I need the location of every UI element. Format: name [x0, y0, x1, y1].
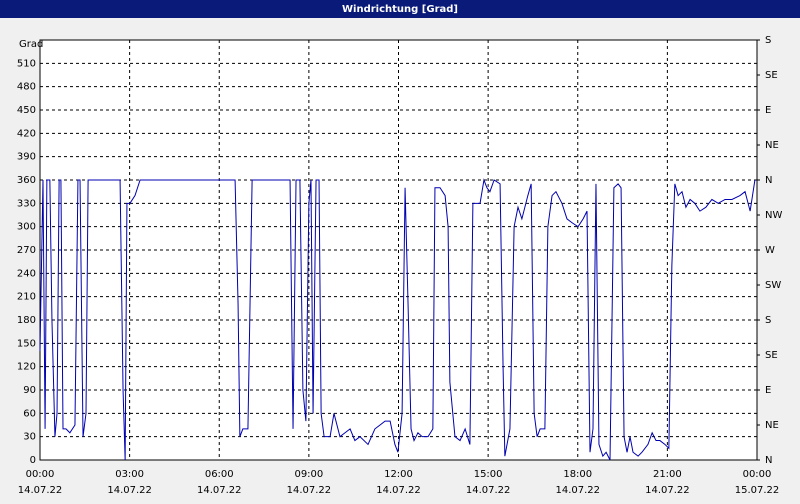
y-tick-label: 240	[17, 268, 36, 279]
y-tick-label: 390	[17, 152, 36, 163]
x-tick-label: 15:00	[474, 469, 503, 480]
x-tick-date: 14.07.22	[287, 485, 332, 496]
y-tick-label: 360	[17, 175, 36, 186]
x-tick-label: 06:00	[205, 469, 234, 480]
x-tick-date: 14.07.22	[18, 485, 63, 496]
y-tick-label: 150	[17, 338, 36, 349]
y2-tick-label: S	[765, 35, 771, 46]
y-tick-label: 450	[17, 105, 36, 116]
y-tick-label: 120	[17, 362, 36, 373]
y-tick-label: 480	[17, 82, 36, 93]
y-tick-label: 60	[23, 408, 36, 419]
y2-tick-label: SW	[765, 280, 781, 291]
y2-tick-label: N	[765, 175, 772, 186]
y-tick-label: 210	[17, 292, 36, 303]
x-tick-label: 00:00	[743, 469, 772, 480]
y-tick-label: 330	[17, 198, 36, 209]
data-line	[39, 178, 756, 461]
x-tick-label: 12:00	[384, 469, 413, 480]
y-tick-label: 0	[30, 455, 36, 466]
x-tick-date: 14.07.22	[555, 485, 600, 496]
x-tick-date: 15.07.22	[735, 485, 780, 496]
y-tick-label: 510	[17, 58, 36, 69]
y-tick-label: 180	[17, 315, 36, 326]
y2-tick-label: NE	[765, 140, 779, 151]
x-tick-label: 18:00	[563, 469, 592, 480]
y2-tick-label: W	[765, 245, 775, 256]
y2-tick-label: E	[765, 385, 771, 396]
x-tick-date: 14.07.22	[376, 485, 421, 496]
y-tick-label: 300	[17, 222, 36, 233]
x-tick-label: 09:00	[294, 469, 323, 480]
x-tick-date: 14.07.22	[645, 485, 690, 496]
title-bar	[0, 0, 800, 18]
y2-tick-label: NW	[765, 210, 782, 221]
x-tick-date: 14.07.22	[107, 485, 152, 496]
x-tick-label: 03:00	[115, 469, 144, 480]
x-tick-date: 14.07.22	[466, 485, 511, 496]
y-tick-label: 30	[23, 432, 36, 443]
y2-tick-label: SE	[765, 350, 778, 361]
y-tick-label: 270	[17, 245, 36, 256]
y2-tick-label: N	[765, 455, 772, 466]
x-tick-label: 21:00	[653, 469, 682, 480]
y2-tick-label: E	[765, 105, 771, 116]
y-tick-label: 90	[23, 385, 36, 396]
chart-title: Windrichtung [Grad]	[342, 4, 458, 15]
y2-tick-label: SE	[765, 70, 778, 81]
x-tick-date: 14.07.22	[197, 485, 242, 496]
y2-tick-label: NE	[765, 420, 779, 431]
x-tick-label: 00:00	[26, 469, 55, 480]
y-tick-label: 420	[17, 128, 36, 139]
y-axis-label: Grad	[19, 39, 43, 50]
y2-tick-label: S	[765, 315, 771, 326]
